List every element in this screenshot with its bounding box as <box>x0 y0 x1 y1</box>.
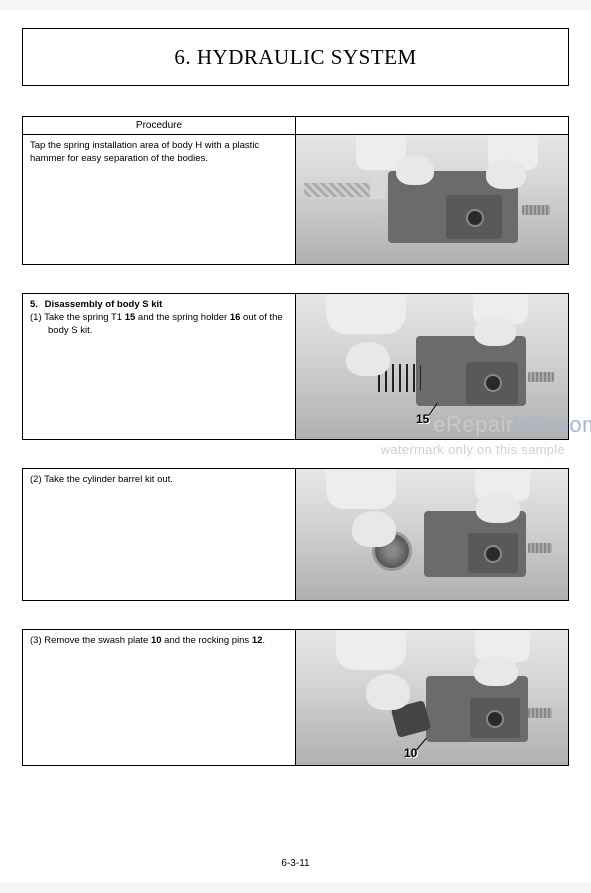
output-shaft <box>528 708 552 718</box>
procedure-text-cell: Tap the spring installation area of body… <box>23 135 296 265</box>
step-image-swash: 10 <box>296 630 568 765</box>
table-header-row: Procedure <box>23 117 569 135</box>
callout-label: 15 <box>416 412 429 426</box>
section-title: 6. HYDRAULIC SYSTEM <box>174 45 416 70</box>
procedure-table-4: (3) Remove the swash plate 10 and the ro… <box>22 629 569 766</box>
flange-bore <box>486 710 504 728</box>
procedure-table-1: Procedure Tap the spring installation ar… <box>22 116 569 265</box>
hand-shape <box>346 342 390 376</box>
part-ref: 12 <box>252 635 263 646</box>
procedure-text-cell: 5. Disassembly of body S kit (1) Take th… <box>23 294 296 440</box>
flange-bore <box>484 545 502 563</box>
procedure-image-cell: 15 <box>296 294 569 440</box>
page-number: 6-3-11 <box>0 858 591 869</box>
hand-shape <box>486 159 526 189</box>
table-row: (3) Remove the swash plate 10 and the ro… <box>23 630 569 766</box>
output-shaft <box>528 372 554 382</box>
procedure-text-cell: (3) Remove the swash plate 10 and the ro… <box>23 630 296 766</box>
hammer-head <box>370 177 386 199</box>
section-title-box: 6. HYDRAULIC SYSTEM <box>22 28 569 86</box>
procedure-text-cell: (2) Take the cylinder barrel kit out. <box>23 469 296 601</box>
procedure-table-2: 5. Disassembly of body S kit (1) Take th… <box>22 293 569 440</box>
procedure-header: Procedure <box>23 117 296 135</box>
hand-shape <box>396 155 434 185</box>
image-header <box>296 117 569 135</box>
manual-page: 6. HYDRAULIC SYSTEM Procedure Tap the sp… <box>0 10 591 883</box>
arm-shape <box>336 630 406 670</box>
part-ref: 15 <box>125 312 136 323</box>
step-image-hammer <box>296 135 568 264</box>
part-ref: 16 <box>230 312 241 323</box>
sub-step-text: Take the cylinder barrel kit out. <box>44 474 173 485</box>
output-shaft <box>528 543 552 553</box>
sub-step-number: (2) <box>30 474 42 485</box>
hand-shape <box>474 656 518 686</box>
output-shaft <box>522 205 550 215</box>
hammer-handle <box>304 183 374 197</box>
table-row: (2) Take the cylinder barrel kit out. <box>23 469 569 601</box>
step-image-barrel <box>296 469 568 600</box>
flange-bore <box>484 374 502 392</box>
procedure-image-cell <box>296 469 569 601</box>
procedure-image-cell <box>296 135 569 265</box>
hand-shape <box>366 674 410 710</box>
step-title: Disassembly of body S kit <box>41 299 163 310</box>
flange-bore <box>466 209 484 227</box>
step-number: 5. <box>30 299 38 310</box>
procedure-image-cell: 10 <box>296 630 569 766</box>
step-image-spring: 15 <box>296 294 568 439</box>
sub-step-number: (1) <box>30 312 42 323</box>
table-row: 5. Disassembly of body S kit (1) Take th… <box>23 294 569 440</box>
hand-shape <box>352 511 396 547</box>
sub-step-text: Remove the swash plate 10 and the rockin… <box>44 635 265 646</box>
procedure-table-3: (2) Take the cylinder barrel kit out. <box>22 468 569 601</box>
part-ref: 10 <box>151 635 162 646</box>
content-area: Procedure Tap the spring installation ar… <box>0 86 591 766</box>
arm-shape <box>326 469 396 509</box>
table-row: Tap the spring installation area of body… <box>23 135 569 265</box>
callout-label: 10 <box>404 746 417 760</box>
instruction-text: Tap the spring installation area of body… <box>30 140 259 164</box>
hand-shape <box>474 316 516 346</box>
arm-shape <box>326 294 406 334</box>
hand-shape <box>476 493 520 523</box>
sub-step-number: (3) <box>30 635 42 646</box>
sub-step-text: Take the spring T1 15 and the spring hol… <box>30 312 288 338</box>
